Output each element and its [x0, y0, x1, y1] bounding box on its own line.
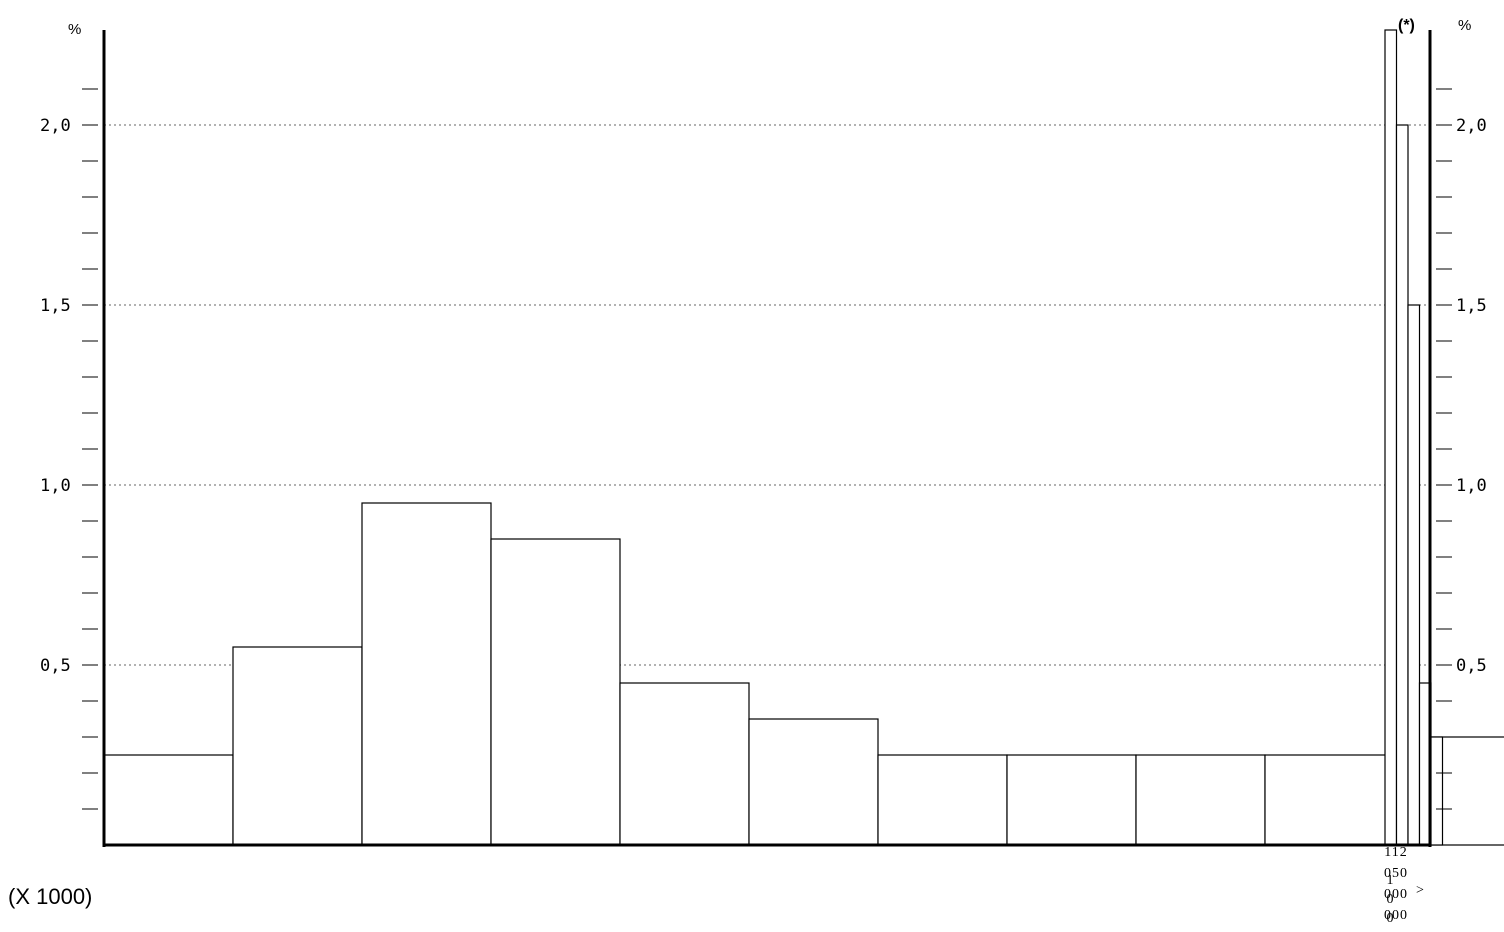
histogram-bar	[490, 538, 621, 846]
overflow-bar	[1407, 304, 1421, 846]
x-tick-label-last-row: 112	[1384, 845, 1407, 860]
y-tick-label-right: 0,5	[1456, 656, 1487, 676]
histogram-bar	[1135, 754, 1266, 846]
bars	[103, 29, 1504, 846]
histogram-bar	[748, 718, 879, 846]
histogram-bar	[103, 754, 234, 846]
overflow-bar	[1384, 29, 1398, 846]
y-tick-label-left: 0,5	[40, 656, 71, 676]
histogram-bar	[619, 682, 750, 846]
overflow-bar	[1430, 736, 1444, 846]
histogram-bar	[1006, 754, 1137, 846]
histogram-bar	[1264, 754, 1395, 846]
labels: % % (*) (X 1000)	[8, 17, 1471, 909]
histogram-bar	[877, 754, 1008, 846]
histogram-bar	[361, 502, 492, 846]
y-unit-left: %	[68, 21, 81, 38]
tick-labels: 0,50,51,01,01,51,52,02,01002003004005006…	[40, 116, 1487, 926]
x-tick-label-last-suffix: >	[1416, 883, 1424, 898]
x-tick-label-digit: 0	[1387, 892, 1394, 907]
x-tick-label-digit: 0	[1387, 911, 1394, 926]
overflow-bar	[1395, 124, 1409, 846]
x-tick-label-digit: 1	[1387, 873, 1394, 888]
y-tick-label-left: 1,5	[40, 296, 71, 316]
histogram-bar	[232, 646, 363, 846]
y-tick-label-right: 1,5	[1456, 296, 1487, 316]
x-tick-label-last-row: 050	[1384, 866, 1408, 881]
y-unit-right: %	[1458, 17, 1471, 34]
axes	[82, 30, 1452, 847]
y-tick-label-left: 2,0	[40, 116, 71, 136]
x-tick-label-last-row: 000	[1384, 908, 1408, 923]
y-tick-label-right: 2,0	[1456, 116, 1487, 136]
y-tick-label-left: 1,0	[40, 476, 71, 496]
overflow-marker: (*)	[1398, 17, 1415, 34]
x-tick-label-last-row: 000	[1384, 887, 1408, 902]
x-unit-label: (X 1000)	[8, 884, 92, 909]
y-tick-label-right: 1,0	[1456, 476, 1487, 496]
